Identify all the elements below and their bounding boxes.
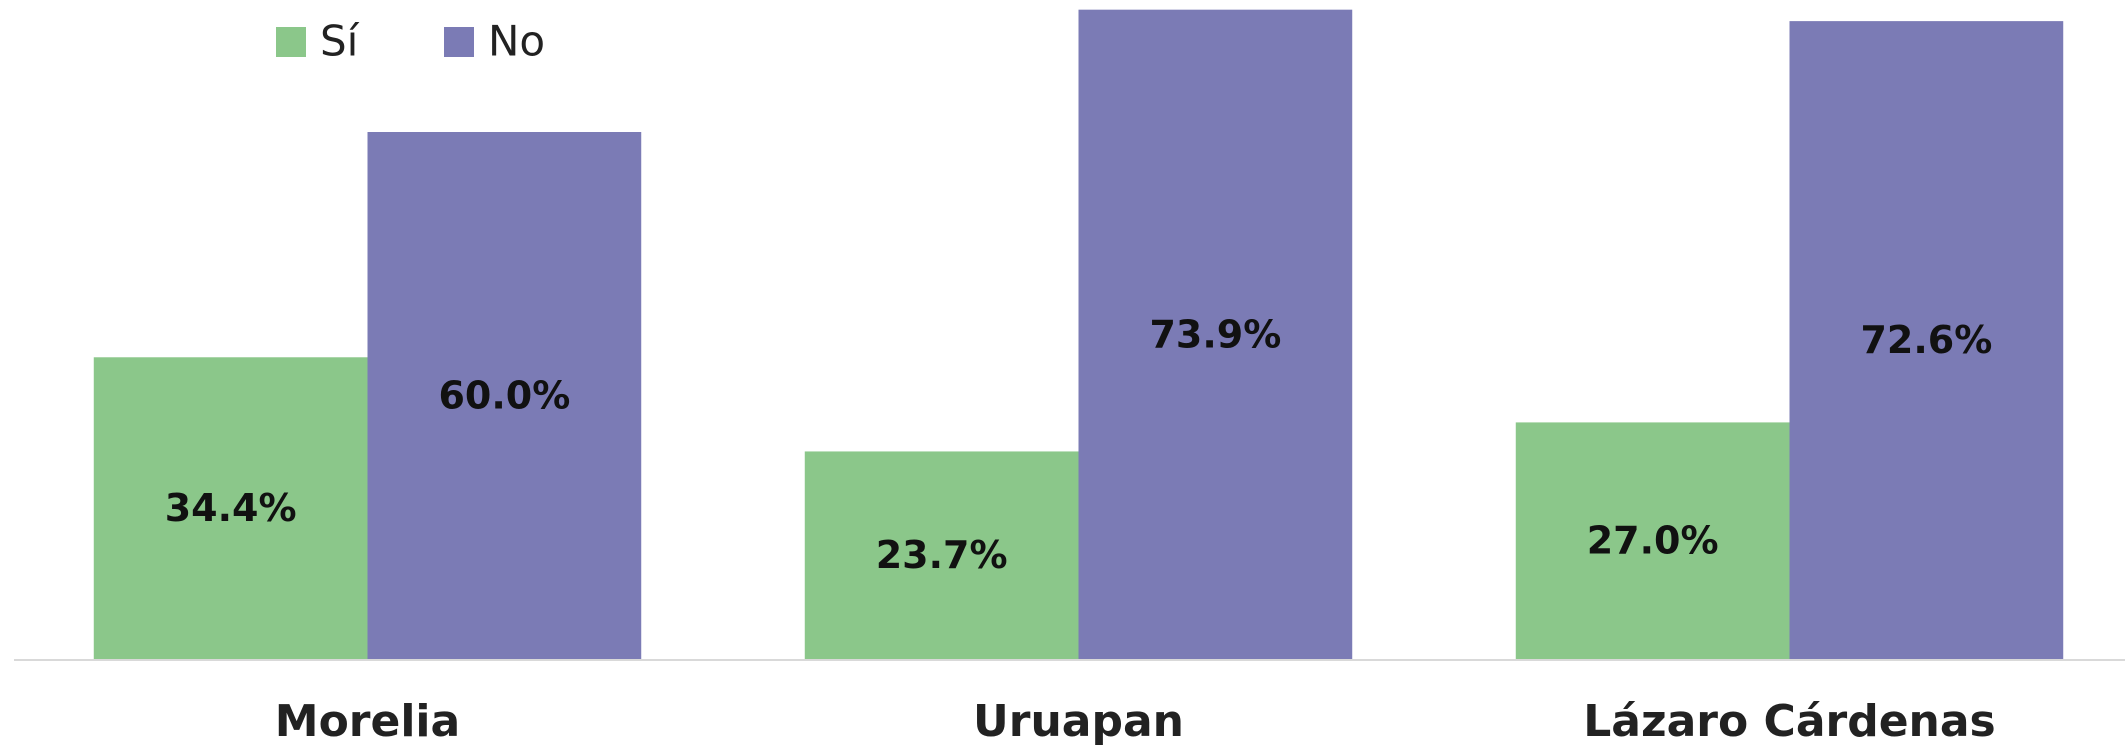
x-tick-label: Uruapan <box>973 696 1184 747</box>
bar <box>1789 21 2064 661</box>
bar <box>93 357 368 660</box>
legend-label: No <box>488 17 545 66</box>
value-label: 23.7% <box>876 533 1008 577</box>
legend-label: Sí <box>320 17 360 66</box>
value-label: 27.0% <box>1587 519 1719 563</box>
bar <box>1515 422 1790 660</box>
value-label: 60.0% <box>438 374 570 418</box>
legend-swatch <box>444 27 474 57</box>
x-tick-label: Morelia <box>275 696 460 747</box>
value-label: 34.4% <box>165 486 297 530</box>
value-label: 72.6% <box>1860 318 1992 362</box>
bar <box>367 132 642 660</box>
legend-swatch <box>276 27 306 57</box>
value-label: 73.9% <box>1149 312 1281 356</box>
bar <box>1078 9 1353 661</box>
bar <box>804 451 1079 660</box>
x-tick-label: Lázaro Cárdenas <box>1583 696 1996 747</box>
